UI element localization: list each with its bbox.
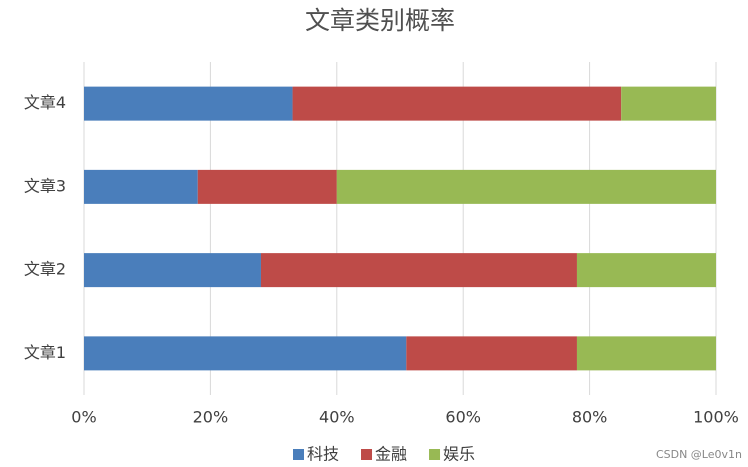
x-tick-label: 100%: [693, 408, 739, 427]
bar-segment: [84, 169, 198, 204]
chart-title: 文章类别概率: [305, 6, 455, 35]
bar-segment: [84, 86, 293, 121]
y-tick-label: 文章1: [24, 343, 66, 362]
bar-segment: [292, 86, 622, 121]
legend-label: 娱乐: [443, 445, 475, 464]
bar-segment: [197, 169, 337, 204]
bar-segment: [260, 253, 577, 288]
y-tick-label: 文章3: [24, 176, 66, 195]
legend-swatch: [361, 449, 373, 460]
bar-segment: [336, 169, 716, 204]
x-tick-label: 20%: [193, 408, 229, 427]
legend-label: 科技: [307, 445, 339, 464]
x-tick-label: 40%: [319, 408, 355, 427]
legend-label: 金融: [375, 445, 407, 464]
bar-segment: [84, 253, 261, 288]
x-tick-label: 80%: [572, 408, 608, 427]
legend-swatch: [429, 449, 441, 460]
bar-segment: [406, 336, 577, 371]
x-tick-label: 0%: [71, 408, 96, 427]
x-tick-label: 60%: [445, 408, 481, 427]
bar-segment: [576, 253, 716, 288]
bar-segment: [84, 336, 407, 371]
bar-segment: [621, 86, 716, 121]
y-tick-label: 文章4: [24, 93, 66, 112]
y-tick-label: 文章2: [24, 260, 66, 279]
bar-segment: [576, 336, 716, 371]
watermark: CSDN @Le0v1n: [656, 448, 742, 461]
legend-swatch: [293, 449, 304, 460]
